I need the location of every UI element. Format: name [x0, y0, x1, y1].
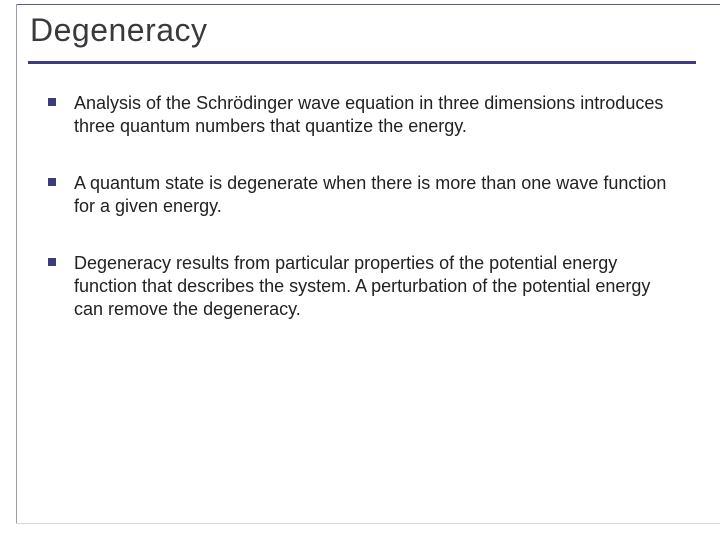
slide: Degeneracy Analysis of the Schrödinger w…	[0, 0, 720, 540]
list-item: A quantum state is degenerate when there…	[48, 172, 672, 218]
slide-title: Degeneracy	[28, 8, 696, 63]
square-bullet-icon	[48, 178, 56, 186]
title-underline	[28, 61, 696, 64]
list-item: Degeneracy results from particular prope…	[48, 252, 672, 321]
square-bullet-icon	[48, 98, 56, 106]
slide-body: Analysis of the Schrödinger wave equatio…	[48, 92, 672, 355]
rule-top	[16, 4, 720, 5]
rule-left	[16, 4, 17, 524]
square-bullet-icon	[48, 258, 56, 266]
bullet-text: Degeneracy results from particular prope…	[74, 252, 672, 321]
bullet-text: A quantum state is degenerate when there…	[74, 172, 672, 218]
bullet-text: Analysis of the Schrödinger wave equatio…	[74, 92, 672, 138]
list-item: Analysis of the Schrödinger wave equatio…	[48, 92, 672, 138]
rule-bottom	[16, 523, 720, 524]
title-block: Degeneracy	[28, 8, 696, 64]
